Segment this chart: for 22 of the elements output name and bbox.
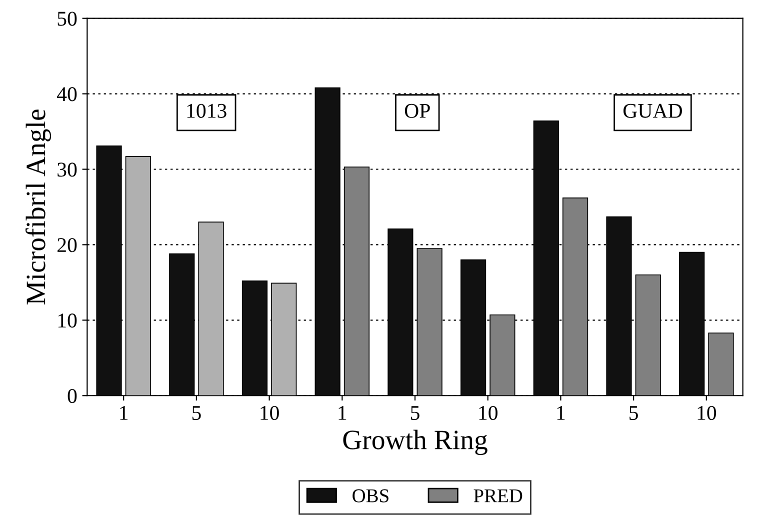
annotation: GUAD (623, 104, 682, 118)
x-tick-label: 5 (630, 406, 638, 420)
annotation: OP (404, 104, 430, 118)
x-tick-label: 10 (479, 406, 498, 420)
x-tick-label: 5 (192, 406, 201, 420)
y-tick-label: 50 (58, 12, 77, 26)
x-axis-title: Growth Ring (343, 430, 488, 456)
y-tick-label: 30 (58, 162, 77, 177)
x-tick-label: 1 (557, 406, 565, 420)
y-tick-label: 40 (57, 87, 77, 102)
x-tick-label: 10 (698, 406, 716, 420)
legend-label: OBS (352, 489, 388, 502)
y-axis-title: Microfibril Angle (26, 110, 52, 305)
x-tick-label: 10 (260, 406, 279, 420)
annotation: 1013 (187, 104, 226, 118)
y-tick-label: 10 (58, 314, 77, 328)
x-tick-label: 5 (411, 406, 420, 420)
x-tick-label: 1 (338, 406, 346, 420)
y-tick-label: 0 (68, 388, 77, 404)
x-tick-label: 1 (120, 406, 128, 420)
legend-label: PRED (474, 489, 522, 502)
y-tick-label: 20 (58, 238, 77, 252)
